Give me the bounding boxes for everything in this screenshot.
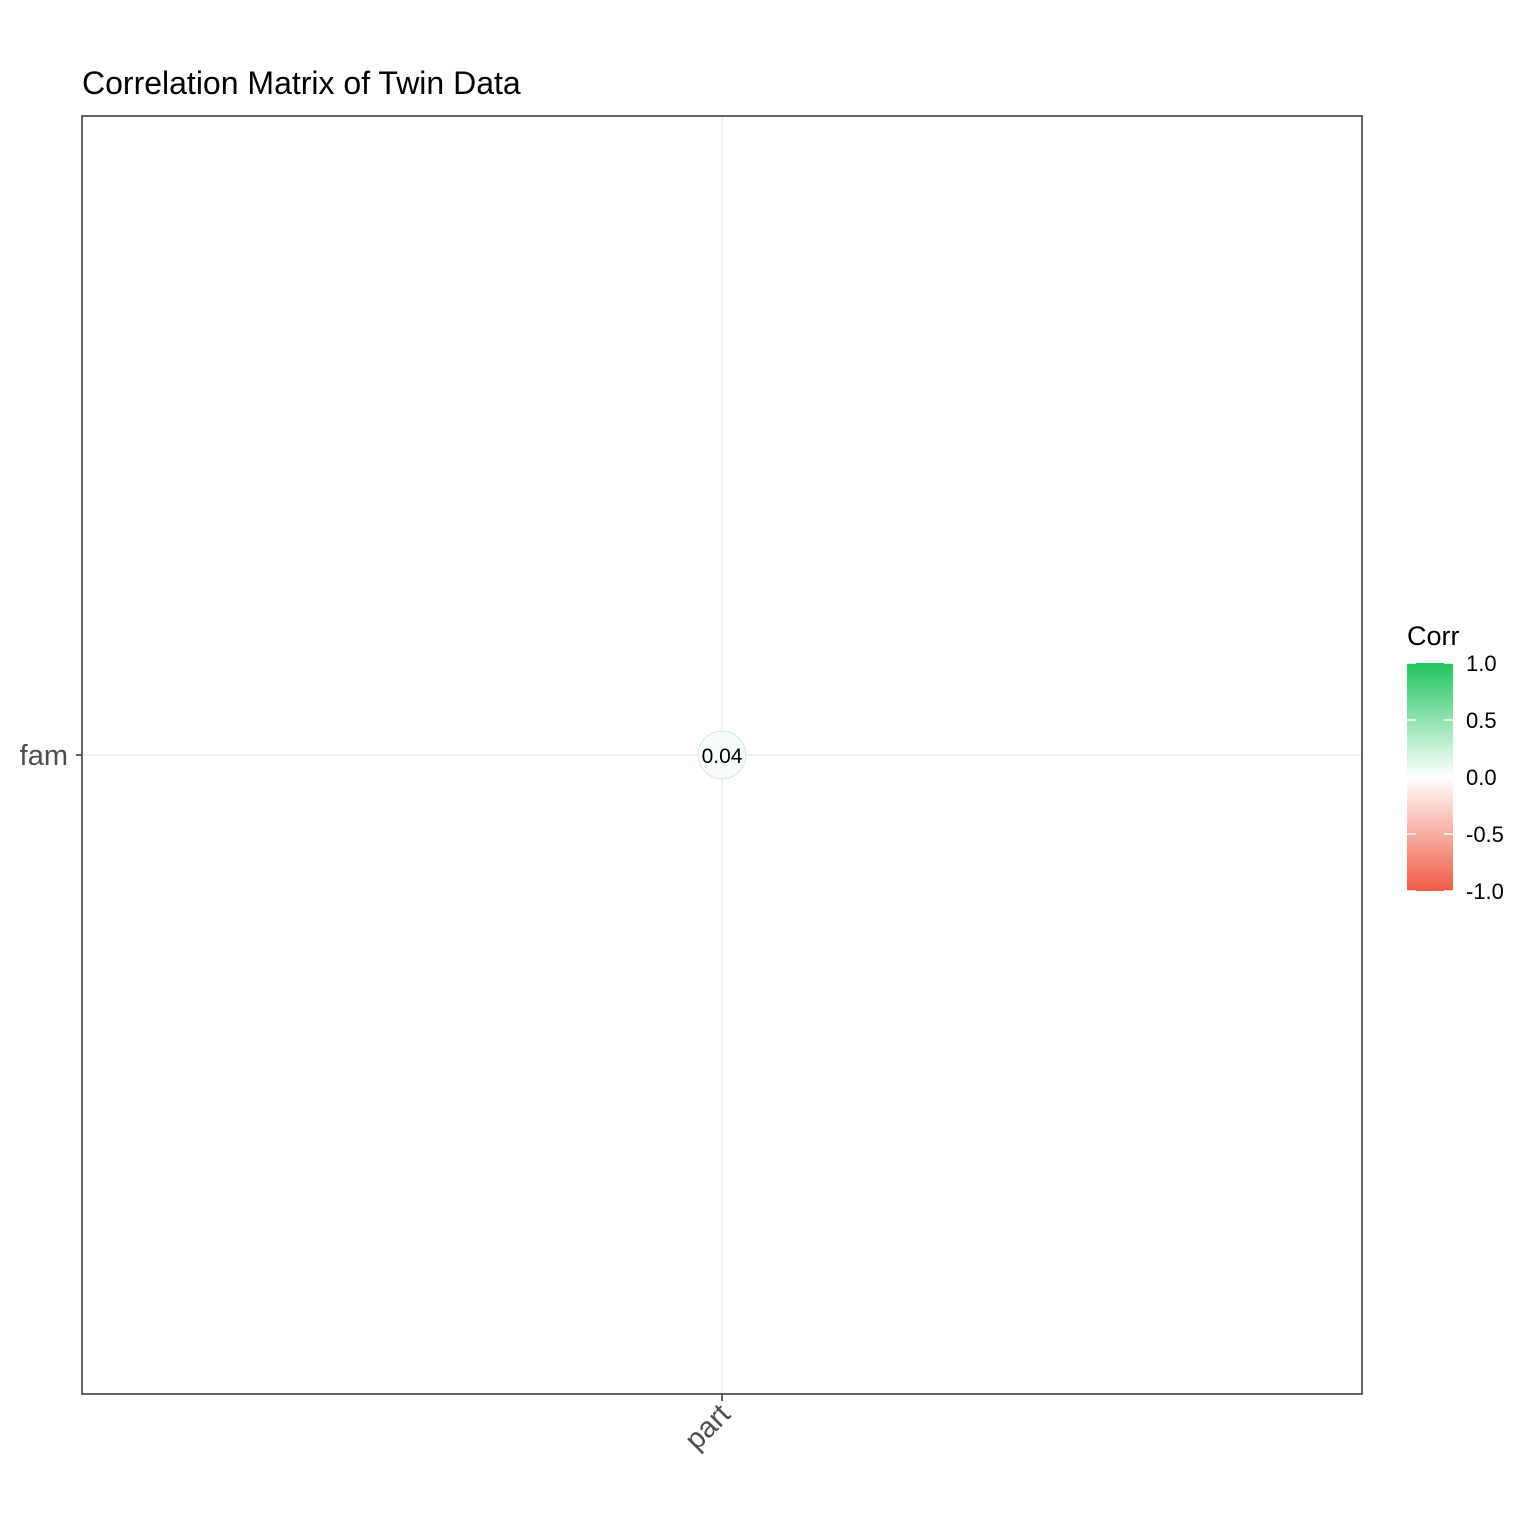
correlation-cell	[697, 730, 747, 780]
legend: Corr 1.0 0.5 0.0 -0.5 -1.0	[1407, 621, 1504, 904]
x-tick-label: part	[679, 1398, 737, 1456]
legend-tick-label: 0.0	[1466, 765, 1497, 790]
legend-tick-label: 1.0	[1466, 651, 1497, 676]
y-tick-label: fam	[20, 740, 68, 772]
plot-area: 0.04 fam part	[20, 115, 1363, 1456]
legend-tick-label: -1.0	[1466, 879, 1504, 904]
cell-value-label: 0.04	[702, 745, 743, 768]
legend-tick-label: -0.5	[1466, 822, 1504, 847]
legend-tick-label: 0.5	[1466, 708, 1497, 733]
legend-title: Corr	[1407, 621, 1460, 651]
chart-title: Correlation Matrix of Twin Data	[82, 65, 521, 101]
